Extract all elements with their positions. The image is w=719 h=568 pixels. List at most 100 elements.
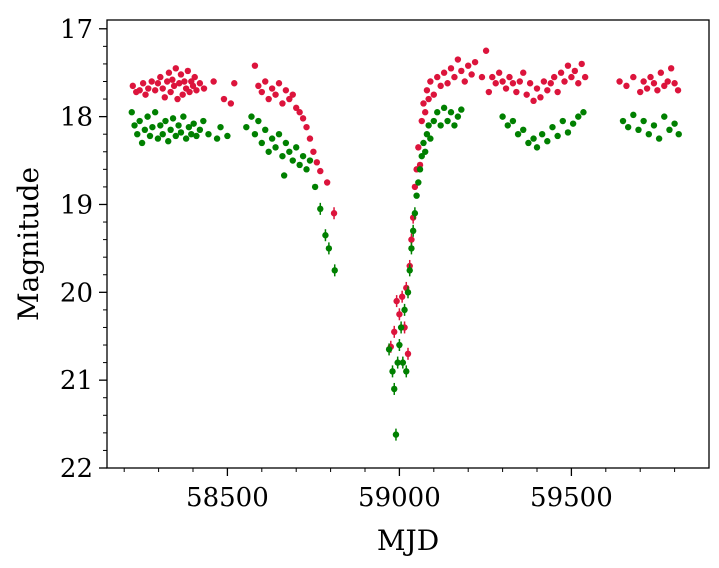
green-point (575, 113, 582, 120)
green-point (619, 117, 627, 125)
red-point (526, 80, 534, 87)
green-point (544, 138, 551, 145)
red-point (571, 67, 579, 75)
red-point (293, 104, 300, 112)
green-point (411, 210, 419, 217)
green-point (425, 122, 432, 129)
green-point (131, 122, 138, 129)
green-point (282, 139, 290, 147)
red-point (575, 80, 582, 87)
red-point (423, 87, 431, 94)
green-point (422, 148, 429, 155)
red-point (189, 82, 197, 90)
green-point (624, 123, 632, 131)
red-point (623, 82, 630, 90)
red-point (330, 210, 338, 217)
red-point (430, 91, 437, 98)
red-point (193, 87, 200, 94)
red-point (227, 100, 235, 107)
red-point (674, 87, 682, 94)
red-point (157, 73, 164, 81)
green-point (193, 132, 200, 140)
green-point (169, 115, 177, 122)
red-point (170, 82, 178, 90)
red-point (159, 85, 166, 92)
red-point (200, 85, 208, 92)
green-point (499, 113, 506, 120)
red-point (461, 78, 468, 85)
green-point (661, 113, 668, 120)
plot-frame (106, 19, 710, 469)
red-point (520, 69, 527, 76)
green-point (322, 232, 329, 239)
red-point (640, 78, 647, 85)
red-point (136, 87, 143, 94)
green-point (251, 130, 259, 138)
red-point (142, 91, 149, 98)
green-point (167, 126, 174, 134)
green-point (434, 109, 441, 116)
red-point (516, 78, 523, 85)
green-point (559, 117, 566, 125)
green-point (430, 117, 437, 125)
red-point (458, 67, 465, 75)
red-point (482, 47, 490, 54)
red-point (165, 69, 173, 76)
green-point (265, 148, 272, 155)
red-point (181, 78, 188, 85)
green-point (530, 135, 537, 142)
green-point (258, 139, 265, 147)
red-point (286, 95, 293, 103)
green-point (630, 111, 637, 119)
red-point (174, 95, 181, 103)
green-point (299, 152, 307, 160)
red-point (231, 80, 238, 87)
red-point (568, 73, 575, 81)
red-point (643, 85, 651, 92)
red-point (444, 80, 451, 87)
green-point (408, 245, 415, 252)
red-point (404, 350, 412, 358)
green-point (418, 152, 425, 160)
green-point (162, 117, 169, 125)
green-point (399, 359, 407, 366)
green-point (416, 166, 424, 173)
red-point (647, 73, 654, 81)
green-point (293, 144, 300, 151)
green-point (440, 104, 448, 112)
green-point (306, 157, 314, 164)
red-point (296, 109, 303, 116)
red-point (258, 88, 265, 96)
red-point (167, 88, 174, 96)
green-point (394, 359, 401, 366)
green-point (423, 130, 431, 138)
red-point (275, 80, 283, 87)
red-point (129, 82, 136, 90)
green-point (311, 183, 319, 191)
green-point (397, 324, 405, 331)
green-point (564, 129, 572, 136)
red-point (196, 80, 204, 87)
y-tick-label: 21 (60, 366, 93, 396)
red-point (220, 95, 228, 103)
green-point (317, 205, 324, 213)
red-point (554, 88, 561, 96)
green-point (296, 161, 303, 169)
green-point (554, 132, 561, 140)
red-point (303, 123, 310, 131)
green-point (262, 126, 269, 134)
green-point (549, 123, 556, 131)
red-point (513, 88, 520, 96)
x-axis-label: MJD (377, 524, 439, 557)
green-point (159, 130, 166, 138)
green-point (217, 123, 224, 131)
x-tick-label: 58500 (186, 483, 269, 513)
green-point (144, 113, 151, 120)
red-point (492, 80, 499, 87)
red-point (547, 80, 554, 87)
red-point (506, 73, 513, 81)
red-point (396, 311, 403, 318)
red-point (148, 78, 155, 85)
y-tick-label: 19 (60, 190, 93, 220)
